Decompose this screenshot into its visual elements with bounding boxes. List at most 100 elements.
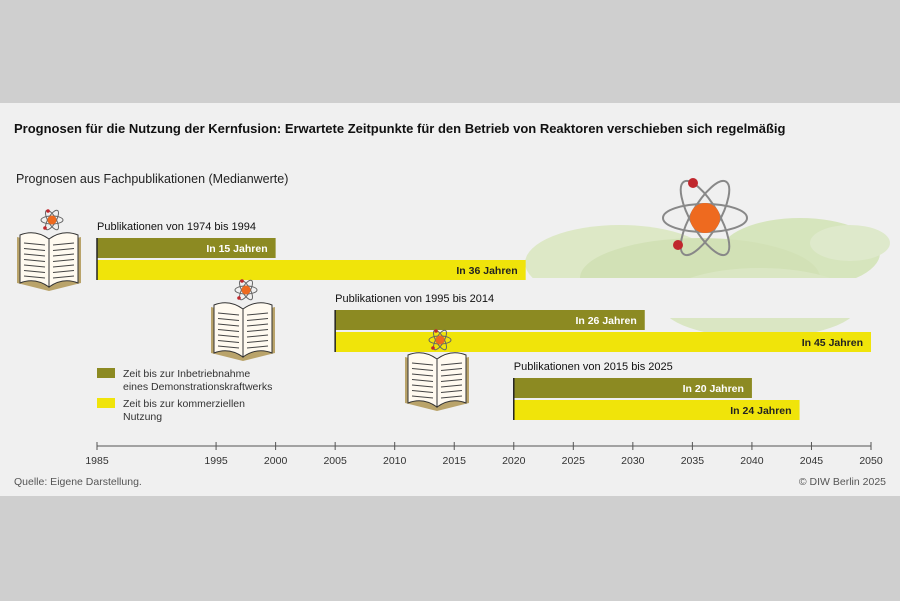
x-tick-label: 2050 (859, 455, 883, 467)
book-line (217, 329, 240, 332)
x-axis: 1985 1995 2000 2005 2010 2015 2020 2025 2030 2035… (85, 442, 883, 467)
bar-label: In 20 Jahren (683, 383, 744, 395)
book-line (52, 259, 75, 262)
book-line (23, 253, 46, 257)
book-line (52, 253, 75, 257)
book-line (246, 318, 269, 321)
bar-label: In 24 Jahren (730, 405, 791, 417)
book-line (217, 318, 240, 321)
book-line (440, 395, 463, 399)
x-tick-label: 2040 (740, 455, 764, 467)
bar-group: Publikationen von 2015 bis 2025 In 20 Jah… (405, 329, 800, 420)
book-line (23, 259, 46, 262)
book-line (23, 264, 46, 268)
book-page-right (242, 302, 273, 358)
x-tick-label: 2010 (383, 455, 407, 467)
legend-label: Nutzung (123, 411, 162, 423)
bar-label: In 15 Jahren (206, 243, 267, 255)
x-tick-label: 2005 (323, 455, 347, 467)
book-line (52, 270, 75, 273)
book-page-right (48, 232, 79, 288)
book-line (52, 275, 75, 279)
book-icon (405, 329, 469, 411)
x-tick-label: 2025 (562, 455, 586, 467)
book-line (217, 345, 240, 349)
book-line (52, 242, 75, 246)
atom-electron (43, 226, 47, 230)
copyright-note: © DIW Berlin 2025 (799, 476, 886, 488)
chart-marks: Publikationen von 1974 bis 1994 In 15 Jah… (17, 209, 872, 420)
book-line (217, 323, 240, 327)
atom-electron (240, 279, 244, 283)
x-tick-label: 1995 (204, 455, 228, 467)
legend-swatch (97, 368, 115, 378)
legend-swatch (97, 398, 115, 408)
hills-illustration (520, 218, 900, 338)
book-line (440, 390, 463, 393)
book-line (440, 373, 463, 377)
book-line (440, 368, 463, 371)
book-line (52, 264, 75, 268)
book-line (246, 329, 269, 332)
atom-electron (431, 346, 435, 350)
bar-label: In 45 Jahren (802, 337, 863, 349)
bar-group: Publikationen von 1995 bis 2014 In 26 Jah… (211, 279, 872, 361)
book-line (411, 390, 434, 393)
book-line (217, 312, 240, 316)
book-line (246, 345, 269, 349)
legend-label: Zeit bis zur kommerziellen (123, 398, 245, 410)
bar-commercial (335, 332, 872, 352)
group-label: Publikationen von 2015 bis 2025 (514, 361, 673, 373)
book-line (217, 340, 240, 343)
atom-electron (237, 296, 241, 300)
book-line (411, 373, 434, 377)
bar-commercial (513, 400, 800, 420)
chart-panel: Prognosen für die Nutzung der Kernfusion… (0, 103, 900, 496)
book-line (217, 334, 240, 338)
book-icon (211, 279, 275, 361)
bar-label: In 36 Jahren (456, 265, 517, 277)
book-line (246, 323, 269, 327)
book-line (23, 270, 46, 273)
book-line (440, 362, 463, 366)
book-line (411, 362, 434, 366)
x-tick-label: 2015 (443, 455, 467, 467)
book-line (411, 368, 434, 371)
group-label: Publikationen von 1995 bis 2014 (335, 293, 494, 305)
book-line (246, 312, 269, 316)
source-note: Quelle: Eigene Darstellung. (14, 476, 142, 488)
book-line (440, 384, 463, 388)
atom-electron (46, 209, 50, 213)
book-line (23, 242, 46, 246)
legend-label: Zeit bis zur Inbetriebnahme (123, 368, 250, 380)
atom-small-icon (234, 279, 258, 301)
book-line (246, 334, 269, 338)
legend-label: eines Demonstrationskraftwerks (123, 381, 272, 393)
x-tick-label: 2000 (264, 455, 288, 467)
atom-core (241, 285, 251, 295)
bar-group: Publikationen von 1974 bis 1994 In 15 Jah… (17, 209, 526, 291)
x-tick-label: 2035 (681, 455, 705, 467)
bar-label: In 26 Jahren (575, 315, 636, 327)
book-page-right (436, 352, 467, 408)
atom-electron (434, 329, 438, 333)
atom-icon (662, 178, 748, 257)
atom-small-icon (428, 329, 452, 351)
bar-demo (335, 310, 645, 330)
book-line (23, 275, 46, 279)
book-line (411, 395, 434, 399)
atom-core (47, 215, 57, 225)
bar-demo (513, 378, 752, 398)
bar-demo (97, 238, 276, 258)
atom-core (435, 335, 445, 345)
chart-subtitle: Prognosen aus Fachpublikationen (Medianw… (16, 172, 288, 186)
x-tick-label: 2020 (502, 455, 526, 467)
book-line (52, 248, 75, 251)
book-line (23, 248, 46, 251)
x-tick-label: 2030 (621, 455, 645, 467)
x-tick-label: 1985 (85, 455, 109, 467)
chart-svg: Prognosen für die Nutzung der Kernfusion… (14, 121, 900, 488)
book-line (440, 379, 463, 382)
x-tick-label: 2045 (800, 455, 824, 467)
